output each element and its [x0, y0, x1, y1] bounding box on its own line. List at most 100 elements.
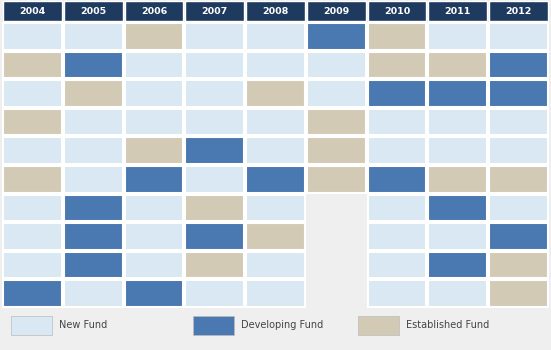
Text: 2004: 2004 [19, 7, 46, 15]
Bar [3, 252, 62, 278]
Bar [64, 1, 122, 21]
Bar [307, 223, 366, 250]
Bar [185, 252, 244, 278]
Bar [246, 80, 305, 107]
Bar [489, 52, 548, 78]
Bar [307, 52, 366, 78]
Bar [185, 23, 244, 50]
Bar [489, 1, 548, 21]
Bar [185, 1, 244, 21]
Bar [307, 80, 366, 107]
Bar [185, 52, 244, 78]
Bar [307, 166, 366, 193]
Bar [429, 23, 487, 50]
Bar [368, 252, 426, 278]
Bar [368, 1, 426, 21]
Text: 2011: 2011 [445, 7, 471, 15]
Bar [429, 195, 487, 221]
Text: New Fund: New Fund [59, 321, 107, 330]
Text: Established Fund: Established Fund [406, 321, 489, 330]
Bar [125, 52, 183, 78]
Bar [64, 52, 122, 78]
Bar [185, 80, 244, 107]
Bar [246, 166, 305, 193]
Bar [489, 280, 548, 307]
Bar [246, 109, 305, 135]
Bar [489, 195, 548, 221]
Bar [64, 280, 122, 307]
Bar [368, 109, 426, 135]
Bar [246, 280, 305, 307]
Bar [185, 195, 244, 221]
Bar [125, 280, 183, 307]
Bar [429, 166, 487, 193]
Bar [246, 23, 305, 50]
Bar [3, 138, 62, 164]
Bar [368, 223, 426, 250]
Text: 2007: 2007 [202, 7, 228, 15]
Bar [489, 166, 548, 193]
Bar [246, 52, 305, 78]
Bar [429, 280, 487, 307]
Bar [368, 52, 426, 78]
Text: 2010: 2010 [384, 7, 410, 15]
Bar [307, 195, 366, 221]
Text: 2006: 2006 [141, 7, 167, 15]
Bar [368, 280, 426, 307]
Bar [64, 109, 122, 135]
Bar [246, 138, 305, 164]
Bar [489, 109, 548, 135]
Bar [185, 138, 244, 164]
Text: 2008: 2008 [262, 7, 289, 15]
Bar [185, 109, 244, 135]
Bar [185, 166, 244, 193]
Bar [368, 80, 426, 107]
Bar [64, 195, 122, 221]
Bar [429, 223, 487, 250]
Text: Developing Fund: Developing Fund [241, 321, 323, 330]
Bar [429, 1, 487, 21]
Bar [3, 80, 62, 107]
Bar [307, 23, 366, 50]
Bar [185, 280, 244, 307]
Bar [368, 138, 426, 164]
Bar [125, 109, 183, 135]
Bar [307, 138, 366, 164]
Bar [64, 138, 122, 164]
Bar [64, 223, 122, 250]
Bar [489, 23, 548, 50]
Bar [3, 166, 62, 193]
Bar [246, 1, 305, 21]
Bar [246, 223, 305, 250]
Bar [3, 109, 62, 135]
Bar [3, 223, 62, 250]
Bar [64, 252, 122, 278]
Bar [429, 138, 487, 164]
Bar [125, 166, 183, 193]
Bar [246, 252, 305, 278]
Bar [125, 138, 183, 164]
Bar [368, 195, 426, 221]
Bar [489, 252, 548, 278]
Bar [64, 23, 122, 50]
Bar [3, 280, 62, 307]
Bar [307, 109, 366, 135]
Text: 2005: 2005 [80, 7, 106, 15]
Bar [125, 80, 183, 107]
Bar [64, 166, 122, 193]
Bar [489, 223, 548, 250]
Bar [3, 23, 62, 50]
Bar [489, 80, 548, 107]
Bar [307, 1, 366, 21]
Bar [3, 1, 62, 21]
Bar [125, 223, 183, 250]
Bar [307, 252, 366, 278]
Text: 2009: 2009 [323, 7, 349, 15]
Bar [429, 252, 487, 278]
Bar [489, 138, 548, 164]
Bar [429, 80, 487, 107]
Bar [125, 195, 183, 221]
Bar [64, 80, 122, 107]
Bar [3, 195, 62, 221]
Bar [429, 109, 487, 135]
